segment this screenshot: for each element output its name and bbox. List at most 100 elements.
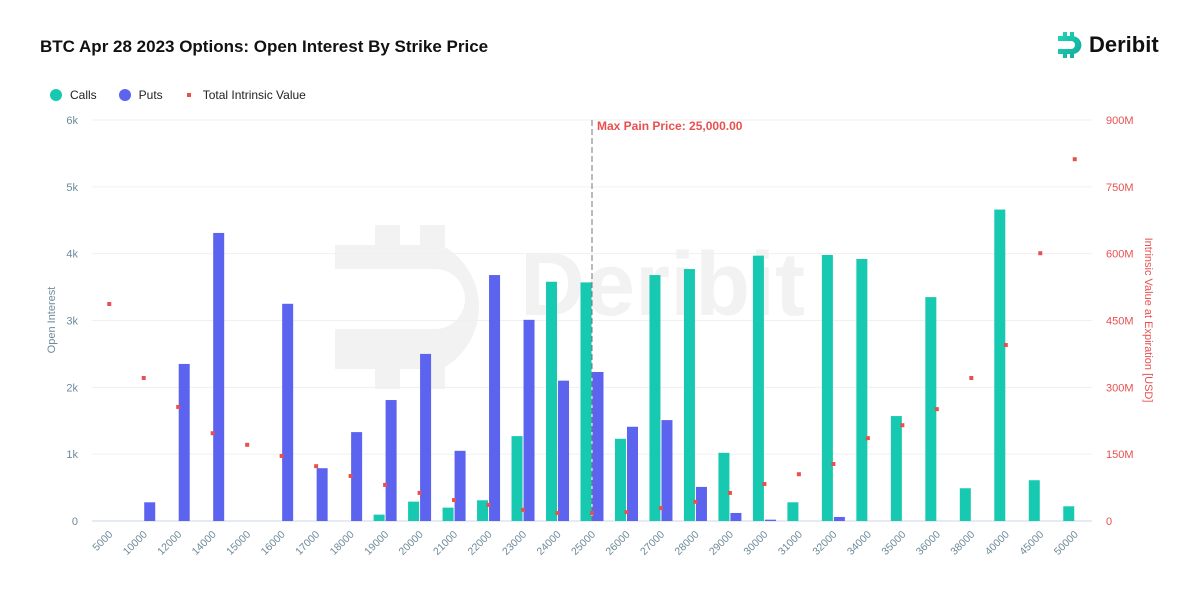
- puts-bar: [316, 468, 328, 521]
- y2-tick-label: 150M: [1106, 449, 1134, 461]
- puts-bar: [833, 516, 845, 521]
- puts-bar: [695, 486, 707, 521]
- x-tick-label: 14000: [190, 529, 219, 558]
- x-tick-label: 24000: [535, 529, 564, 558]
- puts-bar: [730, 512, 742, 521]
- y-tick-label: 0: [72, 516, 78, 528]
- legend-label: Total Intrinsic Value: [202, 88, 306, 102]
- calls-bar: [925, 297, 937, 521]
- calls-bar: [856, 259, 868, 521]
- intrinsic-point: [1072, 157, 1077, 162]
- calls-bar: [683, 269, 695, 521]
- intrinsic-point: [141, 375, 146, 380]
- intrinsic-point: [176, 404, 181, 409]
- y2-tick-label: 450M: [1106, 316, 1134, 328]
- x-tick-label: 32000: [810, 529, 839, 558]
- calls-bar: [580, 282, 592, 521]
- puts-bar: [282, 303, 294, 521]
- x-tick-label: 29000: [707, 529, 736, 558]
- calls-bar: [994, 209, 1006, 521]
- x-tick-label: 10000: [121, 529, 150, 558]
- deribit-logo-icon: [1058, 32, 1082, 58]
- legend-item-intrinsic[interactable]: Total Intrinsic Value: [185, 88, 306, 102]
- x-tick-label: 17000: [293, 529, 322, 558]
- intrinsic-point: [693, 499, 698, 504]
- calls-bar: [752, 255, 764, 521]
- calls-bar: [373, 514, 385, 521]
- intrinsic-point: [383, 482, 388, 487]
- y2-tick-label: 750M: [1106, 182, 1134, 194]
- x-tick-label: 15000: [224, 529, 253, 558]
- intrinsic-point: [727, 490, 732, 495]
- intrinsic-point: [658, 506, 663, 511]
- intrinsic-point: [107, 302, 112, 307]
- chart-title: BTC Apr 28 2023 Options: Open Interest B…: [40, 37, 489, 56]
- x-tick-label: 5000: [90, 529, 115, 554]
- x-tick-label: 21000: [431, 529, 460, 558]
- calls-bar: [614, 438, 626, 521]
- puts-bar: [764, 519, 776, 521]
- puts-bar: [454, 450, 466, 521]
- y-tick-label: 4k: [66, 249, 78, 261]
- calls-bar: [718, 452, 730, 521]
- legend-item-puts[interactable]: Puts: [118, 88, 163, 102]
- y-tick-label: 5k: [66, 182, 78, 194]
- calls-bar: [1063, 506, 1075, 521]
- puts-bar: [144, 502, 156, 521]
- puts-bar: [351, 432, 363, 521]
- x-tick-label: 28000: [672, 529, 701, 558]
- watermark-logo-icon: [335, 225, 479, 389]
- intrinsic-point: [210, 431, 215, 436]
- calls-bar: [408, 501, 420, 521]
- intrinsic-point: [624, 510, 629, 515]
- y-tick-label: 2k: [66, 382, 78, 394]
- intrinsic-point: [1038, 251, 1043, 256]
- calls-bar: [477, 500, 489, 521]
- puts-bar: [661, 420, 673, 521]
- puts-bar: [558, 380, 570, 521]
- y2-axis-label: Intrinsic Value at Expiration [USD]: [1142, 238, 1154, 403]
- intrinsic-point: [245, 442, 250, 447]
- intrinsic-point: [762, 482, 767, 487]
- y2-tick-label: 0: [1106, 516, 1112, 528]
- puts-bar: [385, 400, 397, 521]
- x-tick-label: 35000: [879, 529, 908, 558]
- intrinsic-point: [279, 453, 284, 458]
- legend-label: Calls: [70, 88, 97, 102]
- x-tick-label: 18000: [328, 529, 357, 558]
- intrinsic-point: [831, 461, 836, 466]
- calls-bar: [442, 507, 454, 521]
- x-tick-label: 36000: [914, 529, 943, 558]
- max-pain-label: Max Pain Price: 25,000.00: [597, 119, 743, 133]
- calls-bar: [511, 436, 523, 521]
- puts-bar: [626, 426, 638, 521]
- x-tick-label: 12000: [155, 529, 184, 558]
- calls-bar: [1028, 480, 1040, 521]
- intrinsic-point: [900, 423, 905, 428]
- x-tick-label: 50000: [1052, 529, 1081, 558]
- x-tick-label: 23000: [500, 529, 529, 558]
- intrinsic-point: [417, 490, 422, 495]
- x-tick-label: 38000: [948, 529, 977, 558]
- y2-tick-label: 900M: [1106, 115, 1134, 127]
- intrinsic-point: [486, 502, 491, 507]
- x-tick-label: 20000: [397, 529, 426, 558]
- x-tick-label: 16000: [259, 529, 288, 558]
- calls-bar: [649, 275, 661, 521]
- calls-bar: [821, 255, 833, 521]
- intrinsic-point: [521, 507, 526, 512]
- x-tick-label: 19000: [362, 529, 391, 558]
- puts-bar: [420, 353, 432, 521]
- intrinsic-point: [555, 510, 560, 515]
- x-tick-label: 31000: [776, 529, 805, 558]
- puts-swatch-icon: [118, 89, 131, 101]
- intrinsic-swatch-icon: [186, 93, 191, 97]
- intrinsic-point: [934, 407, 939, 412]
- calls-bar: [546, 281, 558, 521]
- puts-bar: [523, 319, 535, 521]
- x-tick-label: 22000: [466, 529, 495, 558]
- legend-item-calls[interactable]: Calls: [50, 88, 97, 102]
- intrinsic-point: [1003, 343, 1008, 348]
- legend-label: Puts: [138, 88, 163, 102]
